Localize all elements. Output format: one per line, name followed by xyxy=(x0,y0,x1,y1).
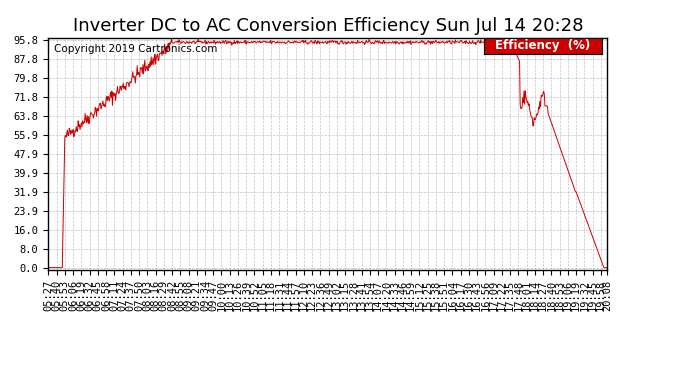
Text: Copyright 2019 Cartronics.com: Copyright 2019 Cartronics.com xyxy=(54,45,217,54)
Title: Inverter DC to AC Conversion Efficiency Sun Jul 14 20:28: Inverter DC to AC Conversion Efficiency … xyxy=(72,16,583,34)
